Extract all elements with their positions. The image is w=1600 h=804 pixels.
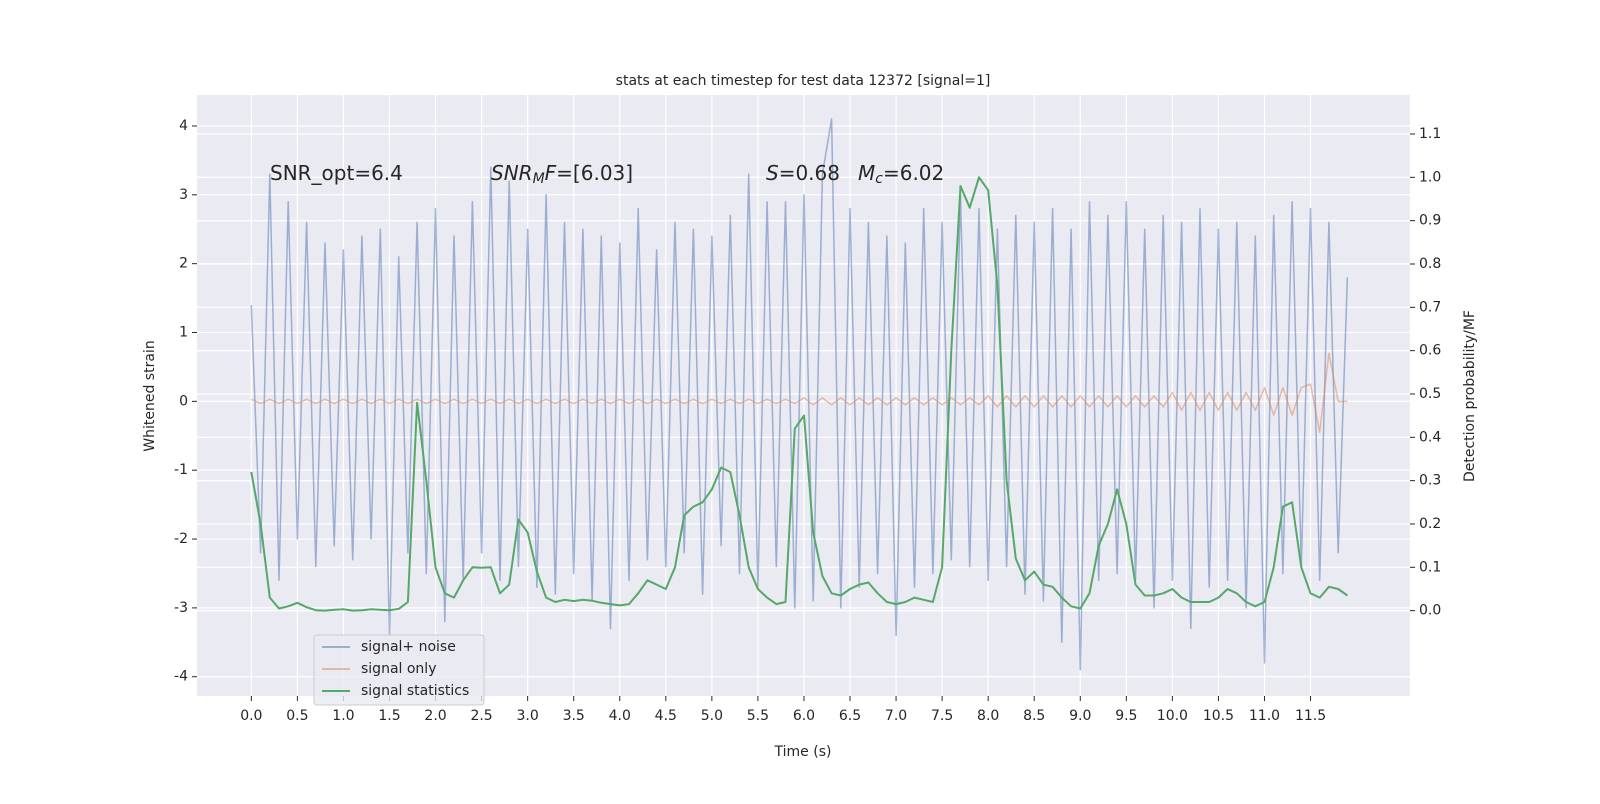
legend-label: signal only	[361, 661, 436, 677]
annotation: Mc=6.02	[858, 161, 944, 188]
y2-tick-label: 0.2	[1419, 516, 1441, 532]
x-tick-label: 11.0	[1249, 708, 1280, 724]
y2-tick-label: 0.3	[1419, 473, 1441, 489]
x-tick-label: 7.0	[885, 708, 907, 724]
y2-tick-label: 0.9	[1419, 213, 1441, 229]
y2-tick-label: 1.1	[1419, 126, 1441, 142]
annotation-part: SNR	[491, 161, 533, 185]
y2-tick-label: 0.4	[1419, 429, 1441, 445]
y-tick-label: 4	[179, 118, 188, 134]
y2-tick-label: 0.8	[1419, 256, 1441, 272]
x-tick-label: 0.0	[240, 708, 262, 724]
legend-box	[313, 634, 485, 706]
x-tick-label: 8.5	[1023, 708, 1045, 724]
annotation: SNRMF=[6.03]	[491, 161, 633, 188]
x-tick-label: 2.0	[424, 708, 446, 724]
x-tick-label: 10.5	[1203, 708, 1234, 724]
annotation-part: M	[858, 161, 875, 185]
series-line	[250, 176, 1348, 612]
y2-tick-label: 0.0	[1419, 603, 1441, 619]
x-tick-label: 6.5	[839, 708, 861, 724]
legend-label: signal statistics	[361, 683, 469, 699]
y2-tick-label: 0.6	[1419, 343, 1441, 359]
series-line	[250, 352, 1348, 434]
y-tick-label: 1	[179, 325, 188, 341]
x-tick-label: 4.0	[609, 708, 631, 724]
annotation-part: =[6.03]	[556, 161, 633, 185]
x-tick-label: 9.5	[1115, 708, 1137, 724]
y2-tick-label: 0.7	[1419, 299, 1441, 315]
x-tick-label: 11.5	[1295, 708, 1326, 724]
x-tick-label: 5.0	[701, 708, 723, 724]
x-axis-label: Time (s)	[774, 744, 832, 760]
x-tick-label: 7.5	[931, 708, 953, 724]
x-tick-label: 5.5	[747, 708, 769, 724]
x-tick-label: 6.0	[793, 708, 815, 724]
annotation: SNR_opt=6.4	[270, 161, 403, 185]
annotation-part: F	[545, 161, 557, 185]
annotation-part: SNR_opt=6.4	[270, 161, 403, 185]
y2-tick-label: 1.0	[1419, 169, 1441, 185]
annotation-part: =0.68	[779, 161, 840, 185]
x-tick-label: 10.0	[1157, 708, 1188, 724]
y-tick-label: -1	[174, 462, 188, 478]
annotation: S=0.68	[766, 161, 840, 185]
x-tick-label: 3.0	[517, 708, 539, 724]
x-tick-label: 2.5	[470, 708, 492, 724]
x-tick-label: 0.5	[286, 708, 308, 724]
annotation-part: M	[533, 171, 545, 187]
y-tick-label: 2	[179, 256, 188, 272]
y2-axis-label: Detection probability/MF	[1462, 310, 1478, 482]
x-tick-label: 3.5	[563, 708, 585, 724]
y-tick-label: 3	[179, 187, 188, 203]
x-tick-label: 1.0	[332, 708, 354, 724]
y-tick-label: -3	[174, 600, 188, 616]
y-axis-label: Whitened strain	[142, 340, 158, 451]
x-tick-label: 4.5	[655, 708, 677, 724]
x-tick-label: 9.0	[1069, 708, 1091, 724]
y2-tick-label: 0.1	[1419, 559, 1441, 575]
y-tick-label: -4	[174, 669, 188, 685]
annotation-part: =6.02	[883, 161, 944, 185]
x-tick-label: 1.5	[378, 708, 400, 724]
chart-title: stats at each timestep for test data 123…	[616, 73, 991, 89]
y2-tick-label: 0.5	[1419, 386, 1441, 402]
legend-label: signal+ noise	[361, 639, 456, 655]
y-tick-label: -2	[174, 531, 188, 547]
x-tick-label: 8.0	[977, 708, 999, 724]
y-tick-label: 0	[179, 393, 188, 409]
annotation-part: c	[875, 171, 883, 187]
annotation-part: S	[766, 161, 779, 185]
